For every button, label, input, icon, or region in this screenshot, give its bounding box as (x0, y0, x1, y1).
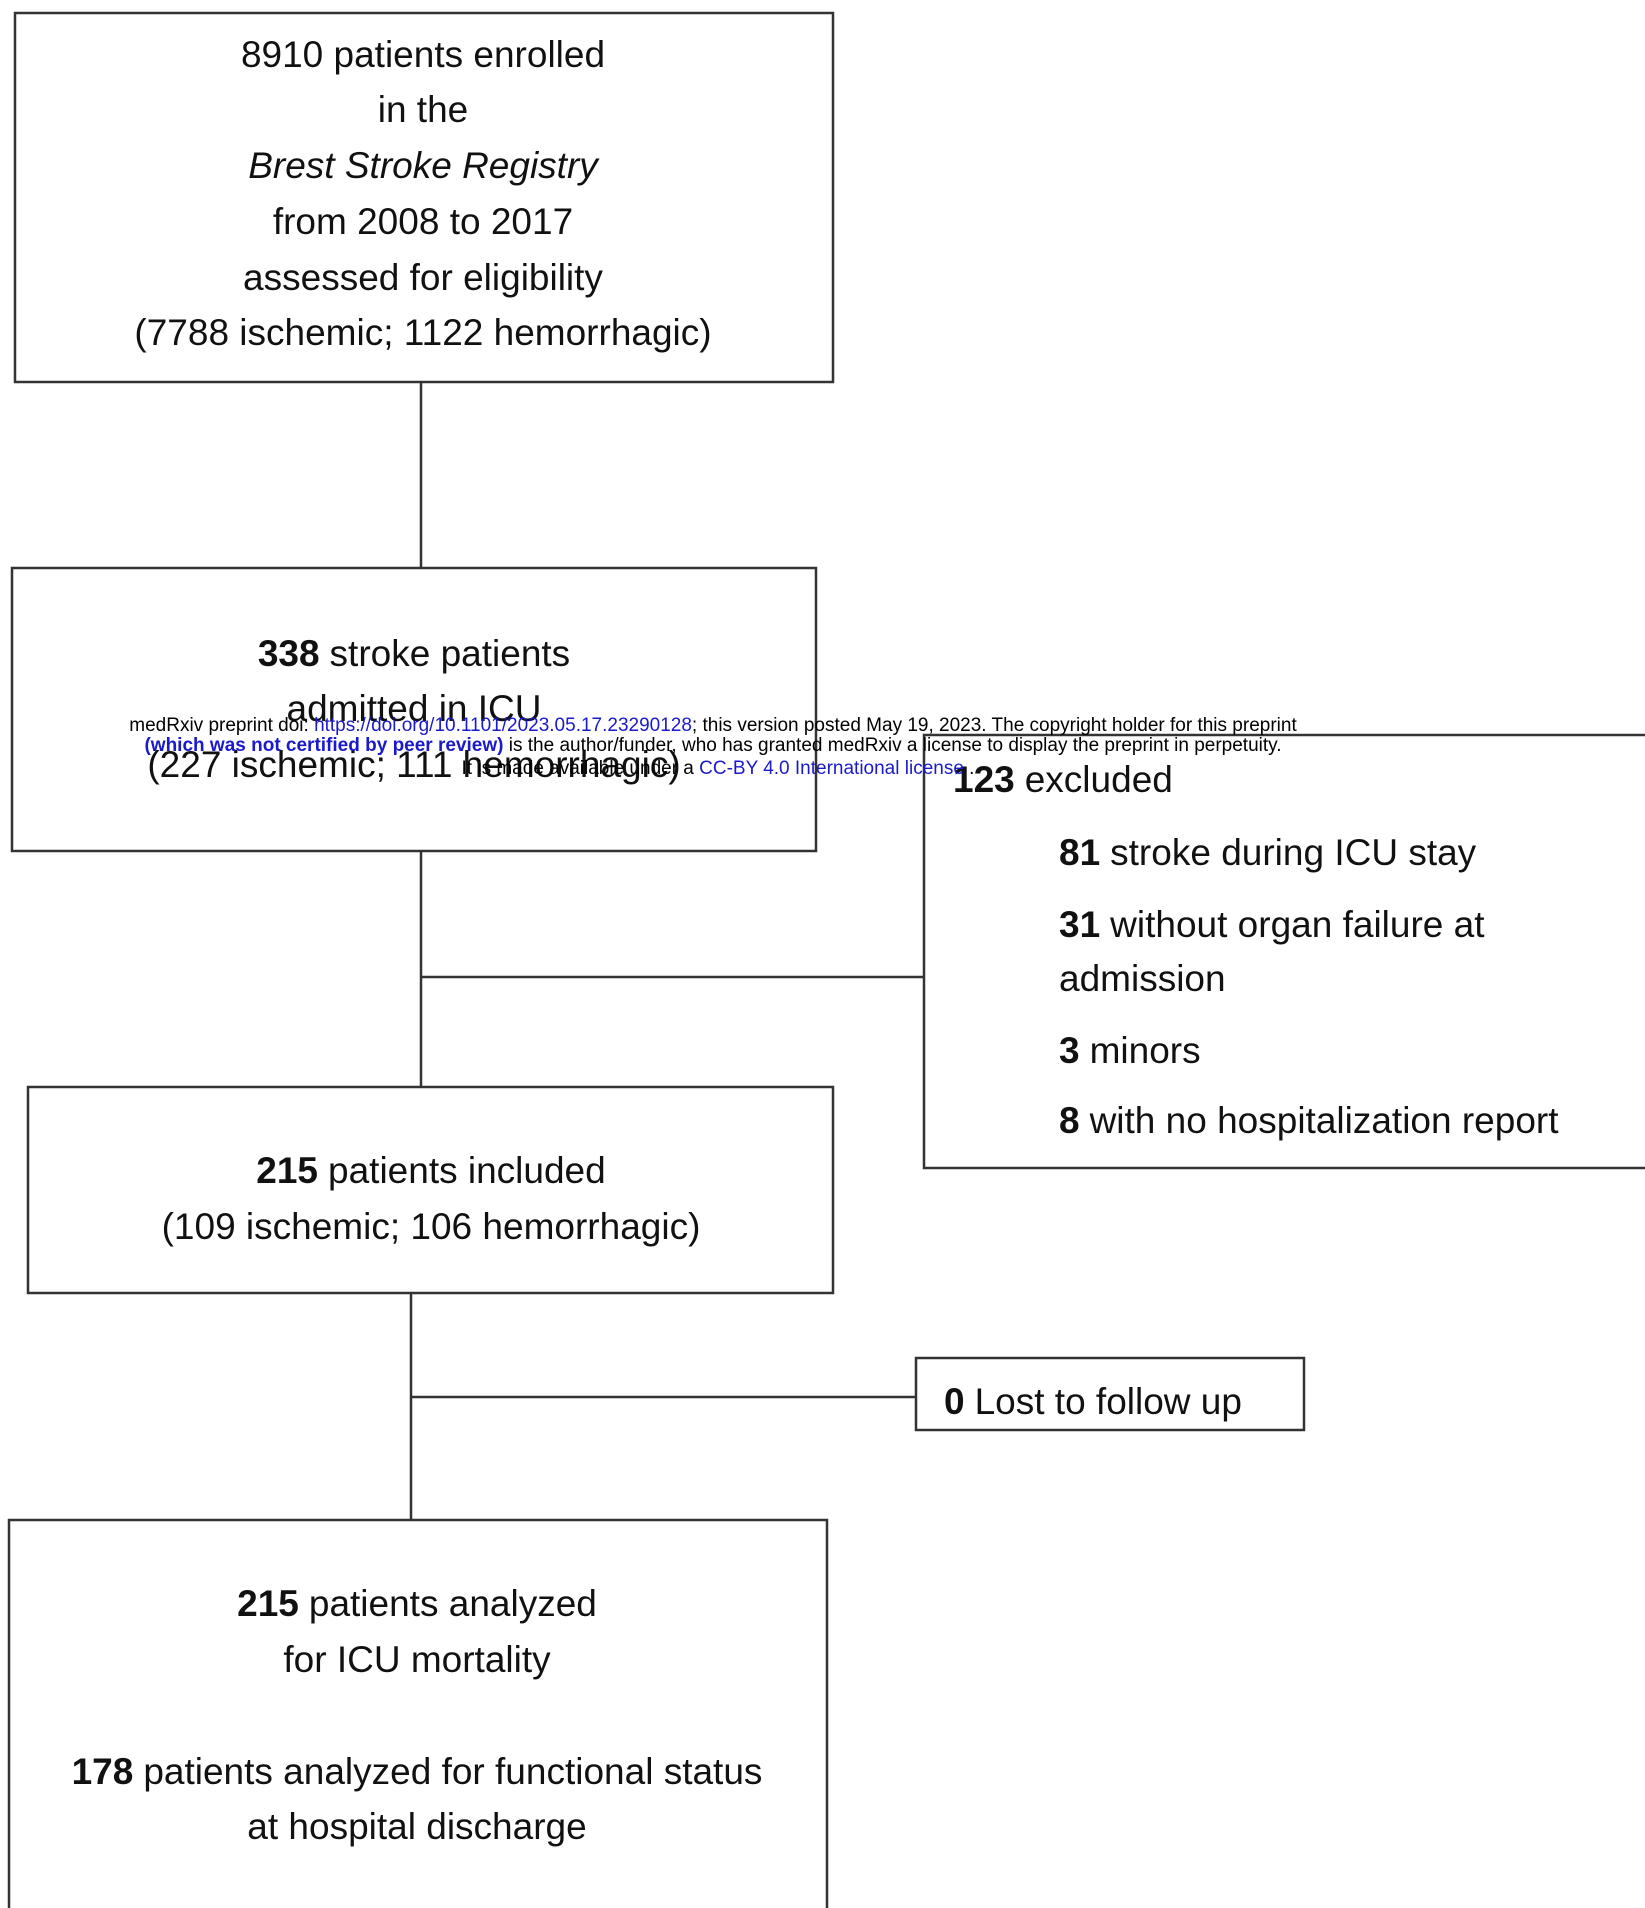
count: 178 (72, 1751, 134, 1792)
node-text: stroke during ICU stay (1110, 832, 1477, 873)
node-line: 215 patients analyzed (237, 1583, 597, 1624)
node-line: at hospital discharge (247, 1806, 586, 1847)
registry-name: Brest Stroke Registry (248, 145, 600, 186)
node-text: Lost to follow up (975, 1381, 1242, 1422)
header-line: (which was not certified by peer review)… (144, 735, 1281, 756)
node-line: (109 ischemic; 106 hemorrhagic) (162, 1206, 701, 1247)
count: 81 (1059, 832, 1100, 873)
node-line: 8910 patients enrolled (241, 34, 605, 75)
node-box (914, 1356, 1306, 1432)
license-link[interactable]: CC-BY 4.0 International license (699, 758, 964, 779)
node-line: in the (378, 89, 469, 130)
doi-link[interactable]: https://doi.org/10.1101/2023.05.17.23290… (314, 715, 692, 736)
node-line: 0 Lost to follow up (944, 1381, 1242, 1422)
node-text: stroke patients (330, 633, 571, 674)
node-line: 338 stroke patients (258, 633, 570, 674)
header-text: ; this version posted May 19, 2023. The … (692, 715, 1298, 736)
node-line: 81 stroke during ICU stay (1059, 832, 1477, 873)
count: 215 (237, 1583, 299, 1624)
node-line: assessed for eligibility (243, 257, 603, 298)
node-line: (7788 ischemic; 1122 hemorrhagic) (134, 312, 711, 353)
node-text: patients analyzed (309, 1583, 597, 1624)
count: 338 (258, 633, 320, 674)
header-text: It is made available under a (462, 758, 700, 779)
header-line: medRxiv preprint doi: https://doi.org/10… (129, 715, 1297, 736)
node-line: from 2008 to 2017 (273, 201, 573, 242)
node-box (26, 1085, 835, 1295)
count: 215 (256, 1150, 318, 1191)
node-line: admitted in ICU (287, 688, 542, 729)
count: 0 (944, 1381, 965, 1422)
header-text: is the author/funder, who has granted me… (503, 735, 1281, 756)
node-text: with no hospitalization report (1089, 1100, 1560, 1141)
header-line: It is made available under a CC-BY 4.0 I… (462, 758, 975, 779)
node-line: 215 patients included (256, 1150, 605, 1191)
node-line: 8 with no hospitalization report (1059, 1100, 1559, 1141)
header-text: . (964, 758, 975, 779)
node-box (7, 1518, 829, 1908)
node-line: (227 ischemic; 111 hemorrhagic) (147, 744, 680, 785)
count: 8 (1059, 1100, 1080, 1141)
node-line: 31 without organ failure at (1059, 904, 1485, 945)
header-text: medRxiv preprint doi: (129, 715, 314, 736)
node-line: 123 excluded (953, 759, 1173, 800)
node-box (13, 11, 835, 384)
node-box (922, 733, 1645, 1170)
node-text: without organ failure at (1109, 904, 1485, 945)
node-line: 178 patients analyzed for functional stat… (72, 1751, 763, 1792)
node-line: Brest Stroke Registry (248, 145, 600, 186)
node-text: patients included (328, 1150, 606, 1191)
node-box (10, 566, 818, 853)
header-bold: (which was not certified by peer review) (144, 735, 503, 756)
node-line: 3 minors (1059, 1030, 1201, 1071)
node-texts: 8910 patients enrolled in the Brest Stroke… (72, 34, 1560, 1847)
count: 31 (1059, 904, 1100, 945)
node-text: patients analyzed for functional status (143, 1751, 762, 1792)
node-text: excluded (1025, 759, 1173, 800)
count: 3 (1059, 1030, 1080, 1071)
node-text: minors (1090, 1030, 1201, 1071)
node-line: for ICU mortality (283, 1639, 551, 1680)
count: 123 (953, 759, 1015, 800)
node-line: admission (1059, 958, 1226, 999)
